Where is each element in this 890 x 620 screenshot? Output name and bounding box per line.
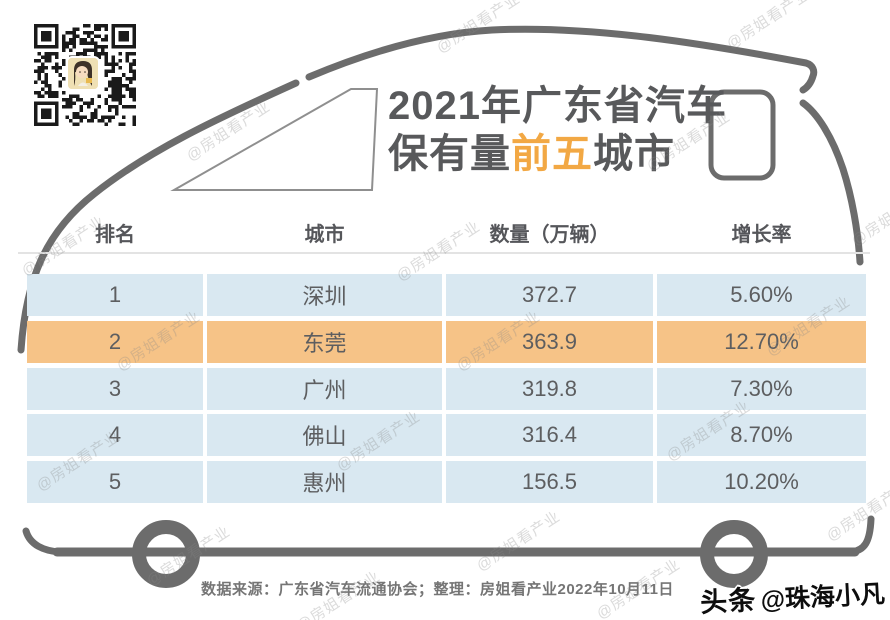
table-row: 4 佛山 316.4 8.70% [27,414,866,456]
title-line-1: 2021年广东省汽车 [388,84,727,128]
car-window-shape [708,89,776,181]
qr-finder-patterns [34,24,136,126]
car-wheel-right [700,520,768,588]
city-cell: 广州 [207,368,442,410]
growth-cell: 12.70% [657,321,866,363]
growth-cell: 10.20% [657,461,866,503]
city-cell: 佛山 [207,414,442,456]
rank-cell: 3 [27,368,203,410]
car-windshield-shape [170,88,379,191]
table-row: 3 广州 319.8 7.30% [27,368,866,410]
rank-cell: 1 [27,274,203,316]
qty-cell: 316.4 [446,414,653,456]
growth-cell: 8.70% [657,414,866,456]
car-wheel-left [132,520,200,588]
car-roof-line [305,25,818,94]
column-header-growth: 增长率 [731,223,792,246]
avatar-collar [78,82,88,86]
qr-modules [34,24,136,126]
avatar [66,56,100,91]
avatar-accent [86,78,92,83]
qty-cell: 319.8 [446,368,653,410]
table-header-row: 排名 城市 数量（万辆） 增长率 [27,216,866,248]
car-rear-pillar-line [799,99,864,266]
growth-cell: 7.30% [657,368,866,410]
toutiao-logo-text: 头条 [699,584,757,618]
page-title: 2021年广东省汽车 保有量前五城市 [388,82,727,178]
title-line2-highlight: 前五 [511,132,593,176]
city-cell: 深圳 [207,274,442,316]
avatar-face [76,66,88,78]
author-handle: @珠海小凡 [759,580,886,615]
title-line2-suffix: 城市 [593,132,675,176]
city-cell: 东莞 [207,321,442,363]
car-rear-bumper [848,515,875,556]
column-header-rank: 排名 [95,223,135,246]
table-row: 5 惠州 156.5 10.20% [27,461,866,503]
table-row-highlighted: 2 东莞 363.9 12.70% [27,321,866,363]
growth-cell: 5.60% [657,274,866,316]
rank-cell: 5 [27,461,203,503]
qty-cell: 372.7 [446,274,653,316]
column-header-city: 城市 [304,223,345,246]
title-line-2: 保有量前五城市 [388,130,727,178]
column-header-qty: 数量（万辆） [489,223,610,246]
qty-cell: 363.9 [446,321,653,363]
title-line2-prefix: 保有量 [388,132,511,176]
table-header-divider [18,252,870,254]
city-cell: 惠州 [207,461,442,503]
qty-cell: 156.5 [446,461,653,503]
footer-source-note: 数据来源：广东省汽车流通协会；整理：房姐看产业2022年10月11日 [201,581,674,598]
rank-cell: 4 [27,414,203,456]
rank-cell: 2 [27,321,203,363]
table-row: 1 深圳 372.7 5.60% [27,274,866,316]
